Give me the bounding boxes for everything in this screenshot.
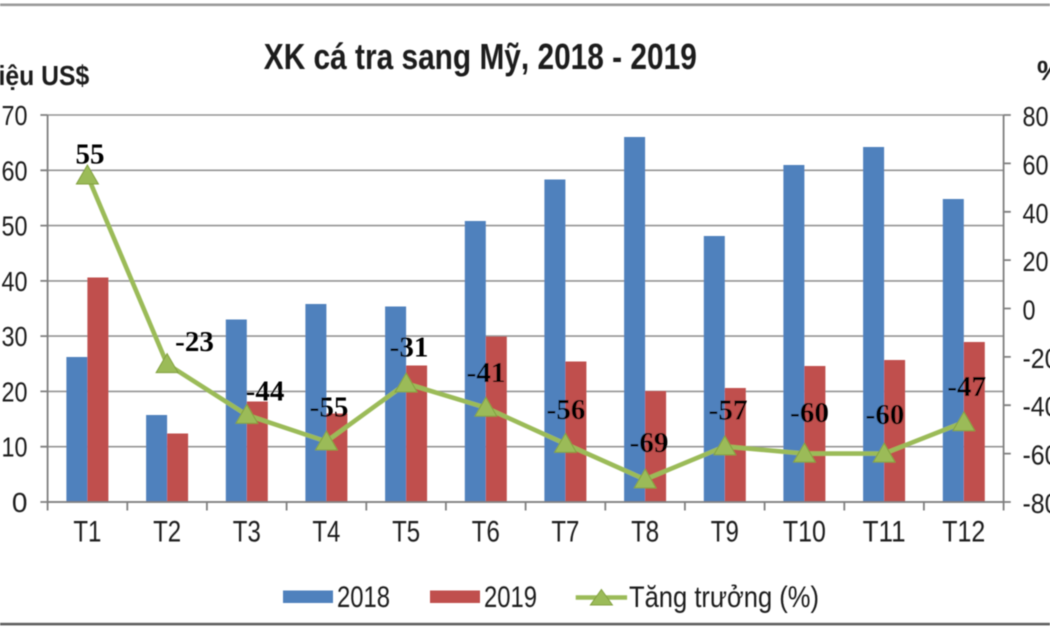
svg-text:T2: T2: [153, 516, 181, 549]
svg-text:%: %: [1037, 55, 1050, 86]
svg-text:T8: T8: [631, 516, 659, 549]
svg-text:-23: -23: [175, 326, 214, 358]
svg-text:40: 40: [2, 266, 28, 297]
svg-text:60: 60: [1023, 149, 1049, 180]
svg-text:T11: T11: [863, 516, 906, 549]
svg-text:70: 70: [2, 100, 28, 131]
svg-text:-57: -57: [709, 395, 748, 427]
svg-text:T6: T6: [472, 516, 500, 549]
svg-text:0: 0: [12, 487, 28, 518]
svg-text:-56: -56: [547, 394, 586, 426]
svg-text:2019: 2019: [484, 581, 537, 614]
svg-text:-31: -31: [390, 331, 429, 363]
svg-text:T10: T10: [783, 516, 826, 549]
svg-text:-41: -41: [467, 357, 506, 389]
svg-text:XK cá tra sang Mỹ, 2018 - 2019: XK cá tra sang Mỹ, 2018 - 2019: [264, 36, 697, 77]
svg-text:-60: -60: [1023, 440, 1050, 471]
svg-text:-40: -40: [1023, 391, 1050, 422]
svg-text:2018: 2018: [337, 581, 390, 614]
svg-text:80: 80: [1023, 101, 1049, 132]
svg-text:10: 10: [2, 432, 28, 463]
svg-text:T9: T9: [711, 516, 739, 549]
svg-text:T1: T1: [73, 516, 101, 549]
svg-text:-60: -60: [866, 399, 905, 431]
svg-text:-55: -55: [310, 392, 349, 424]
svg-text:-44: -44: [246, 376, 285, 408]
svg-text:20: 20: [2, 376, 28, 407]
svg-text:T4: T4: [312, 516, 340, 549]
svg-text:40: 40: [1023, 198, 1049, 229]
svg-text:T5: T5: [392, 516, 420, 549]
svg-text:T12: T12: [942, 516, 985, 549]
svg-text:55: 55: [76, 139, 105, 171]
svg-text:-69: -69: [630, 427, 669, 459]
svg-text:Triệu US$: Triệu US$: [0, 60, 90, 91]
svg-text:T3: T3: [233, 516, 261, 549]
svg-text:-47: -47: [947, 371, 986, 403]
svg-text:-60: -60: [790, 397, 829, 429]
svg-text:20: 20: [1023, 246, 1049, 277]
svg-text:30: 30: [2, 321, 28, 352]
svg-text:Tăng trưởng (%): Tăng trưởng (%): [629, 581, 819, 614]
svg-text:-20: -20: [1023, 343, 1050, 374]
svg-text:0: 0: [1023, 295, 1036, 326]
svg-text:T7: T7: [551, 516, 579, 549]
svg-text:60: 60: [2, 155, 28, 186]
svg-text:-80: -80: [1023, 488, 1050, 519]
svg-text:50: 50: [2, 211, 28, 242]
